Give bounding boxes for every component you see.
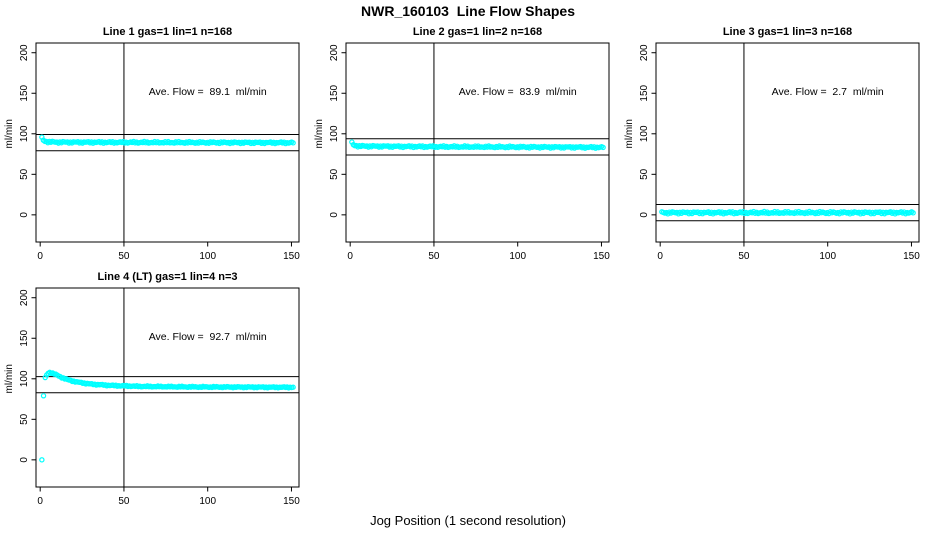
x-axis-label: Jog Position (1 second resolution) (370, 513, 566, 528)
y-tick-label: 50 (639, 168, 650, 180)
figure-title: NWR_160103 Line Flow Shapes (361, 3, 575, 19)
x-tick-label: 100 (199, 496, 216, 507)
ave-flow-annotation: Ave. Flow = 2.7 ml/min (772, 86, 884, 98)
ave-flow-annotation: Ave. Flow = 92.7 ml/min (149, 331, 267, 343)
panel-title: Line 4 (LT) gas=1 lin=4 n=3 (97, 271, 238, 283)
y-axis-ticks: 0 50 100 150 200 (639, 44, 656, 218)
y-tick-label: 0 (639, 212, 650, 218)
x-axis-ticks: 0 50 100 150 (657, 242, 920, 262)
scatter-points (39, 134, 296, 147)
ave-flow-annotation: Ave. Flow = 83.9 ml/min (459, 86, 577, 98)
y-tick-label: 0 (19, 212, 30, 218)
x-tick-label: 0 (347, 251, 353, 262)
x-tick-label: 50 (118, 496, 130, 507)
plot-box (35, 42, 300, 243)
y-axis-ticks: 0 50 100 150 200 (329, 44, 346, 218)
x-tick-label: 0 (657, 251, 663, 262)
y-axis-ticks: 0 50 100 150 200 (19, 44, 36, 218)
x-axis-ticks: 0 50 100 150 (37, 487, 300, 507)
y-axis-label: ml/min (624, 119, 635, 148)
y-tick-label: 0 (329, 212, 340, 218)
y-tick-label: 150 (19, 329, 30, 346)
x-tick-label: 100 (819, 251, 836, 262)
plot-box (655, 42, 920, 243)
panel-title: Line 2 gas=1 lin=2 n=168 (412, 26, 543, 38)
x-axis-ticks: 0 50 100 150 (347, 242, 610, 262)
x-tick-label: 150 (903, 251, 920, 262)
plot-box (345, 42, 610, 243)
y-tick-label: 150 (639, 84, 650, 101)
panel-plot: 0 50 100 150 0 50 100 150 200 ml/min Ave. Flow = 8… (314, 42, 610, 262)
x-tick-label: 150 (283, 251, 300, 262)
y-tick-label: 100 (639, 125, 650, 142)
y-tick-label: 100 (19, 370, 30, 387)
y-axis-label: ml/min (4, 364, 15, 393)
panel-plot: 0 50 100 150 0 50 100 150 200 ml/min Ave. Flow = 2… (624, 42, 920, 262)
scatter-points (659, 208, 916, 217)
y-tick-label: 150 (329, 84, 340, 101)
panel-plot: 0 50 100 150 0 50 100 150 200 ml/min Ave. Flow = 9… (4, 287, 300, 507)
panel-title: Line 1 gas=1 lin=1 n=168 (102, 26, 233, 38)
y-tick-label: 50 (19, 168, 30, 180)
x-tick-label: 50 (118, 251, 130, 262)
y-tick-label: 200 (19, 44, 30, 61)
y-tick-label: 200 (639, 44, 650, 61)
y-tick-label: 100 (19, 125, 30, 142)
x-tick-label: 100 (509, 251, 526, 262)
y-axis-label: ml/min (4, 119, 15, 148)
x-tick-label: 0 (37, 251, 43, 262)
ave-flow-annotation: Ave. Flow = 89.1 ml/min (149, 86, 267, 98)
plot-box (35, 287, 300, 488)
panel-plot: 0 50 100 150 0 50 100 150 200 ml/min Ave. Flow = 8… (4, 42, 300, 262)
y-axis-label: ml/min (314, 119, 325, 148)
y-tick-label: 50 (19, 413, 30, 425)
y-tick-label: 200 (19, 289, 30, 306)
y-tick-label: 50 (329, 168, 340, 180)
panel-title: Line 3 gas=1 lin=3 n=168 (722, 26, 853, 38)
x-axis-ticks: 0 50 100 150 (37, 242, 300, 262)
y-tick-label: 150 (19, 84, 30, 101)
x-tick-label: 150 (283, 496, 300, 507)
x-tick-label: 0 (37, 496, 43, 507)
y-tick-label: 0 (19, 457, 30, 463)
y-tick-label: 100 (329, 125, 340, 142)
scatter-points (349, 139, 606, 151)
scatter-points (39, 369, 296, 463)
x-tick-label: 150 (593, 251, 610, 262)
y-tick-label: 200 (329, 44, 340, 61)
x-tick-label: 50 (428, 251, 440, 262)
x-tick-label: 50 (738, 251, 750, 262)
y-axis-ticks: 0 50 100 150 200 (19, 289, 36, 463)
x-tick-label: 100 (199, 251, 216, 262)
